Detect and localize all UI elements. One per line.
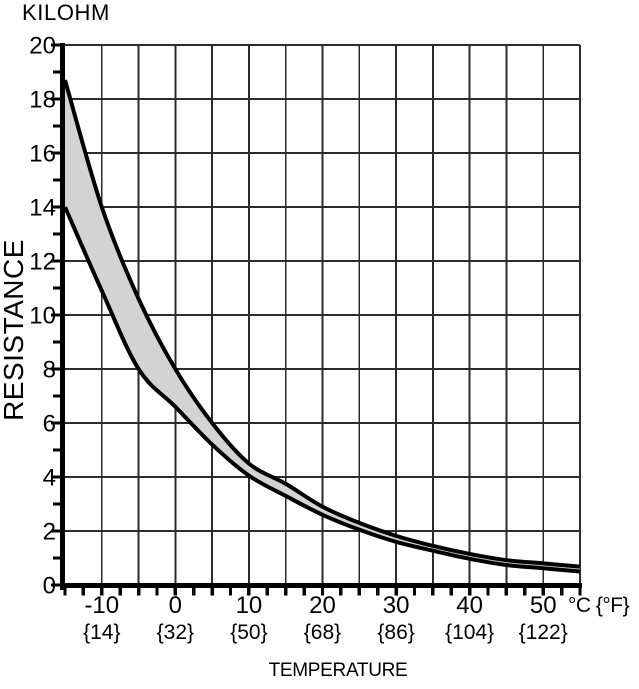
svg-text:16: 16 xyxy=(29,141,56,168)
svg-text:-10: -10 xyxy=(84,592,119,619)
svg-text:{50}: {50} xyxy=(230,621,267,644)
svg-text:10: 10 xyxy=(29,303,56,330)
svg-text:8: 8 xyxy=(43,357,56,384)
svg-text:0: 0 xyxy=(43,573,56,600)
svg-text:{32}: {32} xyxy=(157,621,194,644)
svg-text:4: 4 xyxy=(43,465,56,492)
svg-text:6: 6 xyxy=(43,411,56,438)
y-axis-unit-label: KILOHM xyxy=(22,0,110,25)
x-tick-labels: -10{14} 0{32} 10{50} 20{68} 30{86} 40{104} 50{… xyxy=(83,592,568,644)
svg-text:20: 20 xyxy=(29,33,56,60)
svg-text:2: 2 xyxy=(43,519,56,546)
svg-text:{14}: {14} xyxy=(83,621,120,644)
svg-text:{122}: {122} xyxy=(519,621,568,644)
svg-text:0: 0 xyxy=(169,592,182,619)
svg-text:18: 18 xyxy=(29,87,56,114)
svg-text:{68}: {68} xyxy=(304,621,341,644)
svg-text:50: 50 xyxy=(530,592,557,619)
y-axis-ticks xyxy=(51,43,60,587)
axes xyxy=(60,43,582,590)
svg-text:12: 12 xyxy=(29,249,56,276)
svg-text:30: 30 xyxy=(383,592,410,619)
svg-text:10: 10 xyxy=(236,592,263,619)
upper-limit-curve xyxy=(63,79,581,569)
svg-text:{104}: {104} xyxy=(445,621,494,644)
lower-limit-curve xyxy=(63,206,581,574)
svg-text:14: 14 xyxy=(29,195,56,222)
x-axis-title: TEMPERATURE xyxy=(268,660,408,681)
x-axis-unit-label: °C {°F} xyxy=(568,594,630,617)
svg-text:20: 20 xyxy=(309,592,336,619)
svg-text:{86}: {86} xyxy=(377,621,414,644)
x-axis-ticks xyxy=(63,586,582,596)
grid-lines xyxy=(65,44,581,585)
svg-text:40: 40 xyxy=(456,592,483,619)
